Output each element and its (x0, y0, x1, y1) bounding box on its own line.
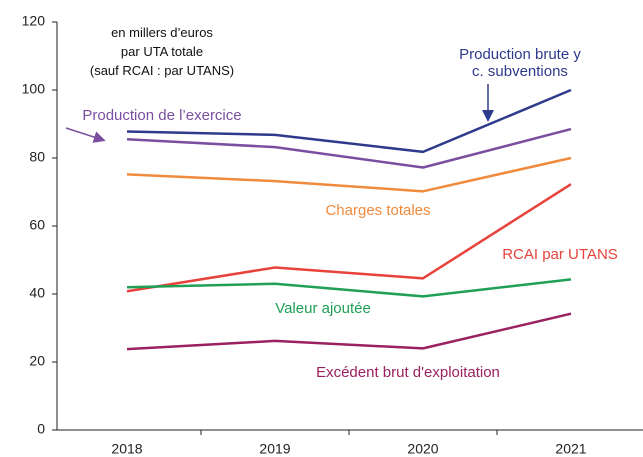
y-tick-label: 0 (37, 421, 45, 437)
arrow (65, 127, 106, 143)
note-line: en millers d’euros (111, 25, 213, 40)
series-label: Production brute y c. subventions (459, 46, 581, 80)
y-tick-label: 40 (29, 285, 45, 301)
y-tick-label: 80 (29, 149, 45, 165)
series-line (126, 312, 572, 351)
series-line (126, 278, 572, 298)
x-tick-label: 2018 (111, 441, 142, 457)
series-label: RCAI par UTANS (502, 246, 618, 263)
x-tick-label: 2019 (259, 441, 290, 457)
series-line (126, 127, 572, 169)
series-line (126, 183, 572, 293)
y-tick-label: 100 (22, 81, 46, 97)
series-line (126, 88, 572, 154)
series-label: Charges totales (325, 202, 431, 219)
x-tick-label: 2021 (555, 441, 586, 457)
y-tick-label: 20 (29, 353, 45, 369)
series-line (126, 156, 572, 193)
y-tick-label: 120 (22, 13, 46, 29)
x-tick-label: 2020 (407, 441, 438, 457)
note-line: (sauf RCAI : par UTANS) (89, 63, 235, 78)
series-label: Valeur ajoutée (275, 300, 371, 317)
note-line: par UTA totale (120, 44, 204, 59)
y-tick-label: 60 (29, 217, 45, 233)
series-label: Production de l’exercice (82, 107, 242, 124)
series-label: Excédent brut d'exploitation (316, 364, 500, 381)
